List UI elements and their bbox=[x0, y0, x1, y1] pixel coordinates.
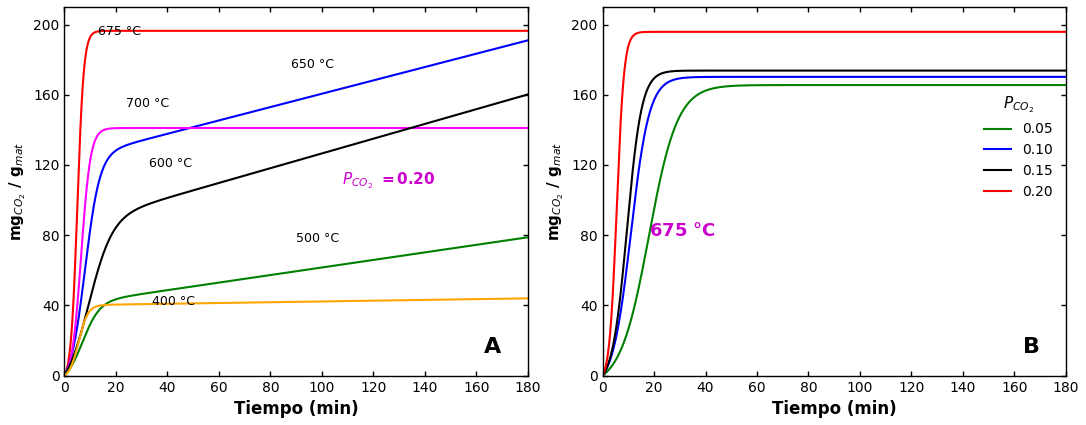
X-axis label: Tiempo (min): Tiempo (min) bbox=[772, 400, 897, 418]
Text: $\mathit{P}$$_{\mathit{CO_2}}$ $\mathbf{= 0.20}$: $\mathit{P}$$_{\mathit{CO_2}}$ $\mathbf{… bbox=[342, 170, 435, 190]
Text: $\mathit{\mathbf{675}}$ $\mathit{\mathbf{°C}}$: $\mathit{\mathbf{675}}$ $\mathit{\mathbf… bbox=[649, 221, 716, 240]
Legend: 0.05, 0.10, 0.15, 0.20: 0.05, 0.10, 0.15, 0.20 bbox=[978, 89, 1059, 205]
Text: 650 °C: 650 °C bbox=[291, 58, 333, 71]
Text: 400 °C: 400 °C bbox=[152, 295, 195, 309]
Y-axis label: mg$_{CO_2}$ / g$_{mat}$: mg$_{CO_2}$ / g$_{mat}$ bbox=[545, 142, 566, 241]
Text: 600 °C: 600 °C bbox=[150, 157, 192, 170]
Text: 500 °C: 500 °C bbox=[296, 232, 339, 245]
Text: 675 °C: 675 °C bbox=[98, 25, 141, 38]
Text: B: B bbox=[1023, 337, 1039, 357]
Text: A: A bbox=[484, 337, 502, 357]
Y-axis label: mg$_{CO_2}$ / g$_{mat}$: mg$_{CO_2}$ / g$_{mat}$ bbox=[7, 142, 27, 241]
X-axis label: Tiempo (min): Tiempo (min) bbox=[233, 400, 358, 418]
Text: 700 °C: 700 °C bbox=[126, 97, 169, 110]
